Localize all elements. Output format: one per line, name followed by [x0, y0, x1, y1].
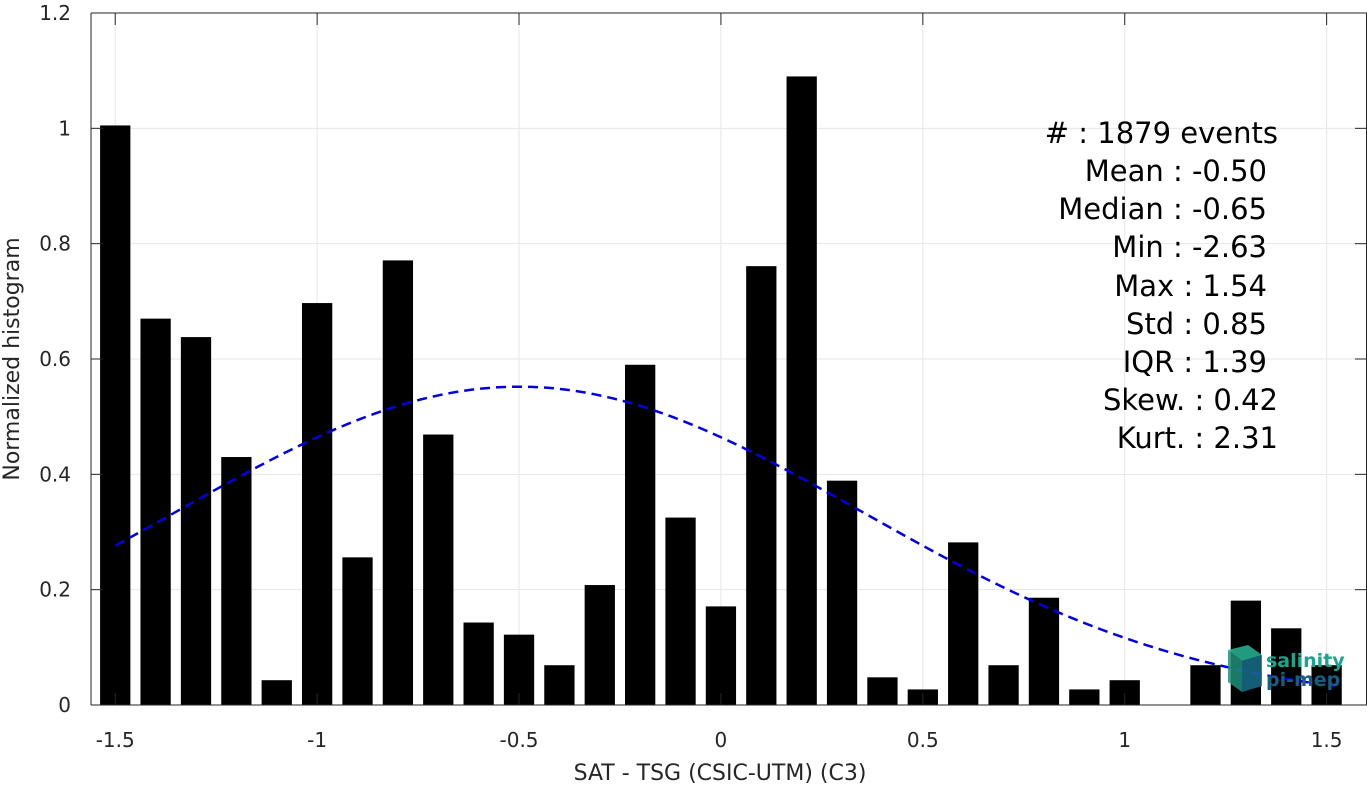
histogram-bar — [342, 557, 373, 705]
x-tick-label: 0 — [715, 728, 728, 752]
histogram-bar — [1190, 665, 1221, 705]
y-tick-label: 0.4 — [39, 462, 71, 486]
x-tick-label: 0.5 — [907, 728, 939, 752]
histogram-bar — [584, 585, 615, 705]
histogram-bar — [1069, 689, 1100, 705]
salinity-pi-mep-logo: salinity pi-mep — [1228, 645, 1345, 692]
x-tick-labels: -1.5 -1 -0.5 0 0.5 1 1.5 — [96, 728, 1343, 752]
stat-count: # : 1879 events — [1045, 116, 1278, 150]
gaussian-fit-curve — [114, 385, 1335, 688]
logo-text-salinity: salinity — [1266, 650, 1345, 672]
histogram-bar — [180, 337, 212, 705]
y-tick-label: 0.2 — [39, 578, 71, 602]
stat-iqr: IQR : 1.39 — [1123, 345, 1267, 379]
histogram-bar — [382, 260, 414, 705]
histogram-bars — [100, 76, 1342, 705]
histogram-bar — [1028, 597, 1060, 705]
histogram-bar — [665, 517, 696, 705]
histogram-bar — [100, 125, 131, 705]
histogram-bar — [746, 266, 777, 705]
x-tick-label: -0.5 — [500, 728, 539, 752]
histogram-bar — [786, 76, 817, 705]
logo-text-pi-mep: pi-mep — [1266, 669, 1340, 691]
stat-std: Std : 0.85 — [1126, 307, 1267, 341]
x-tick-label: 1.5 — [1311, 728, 1343, 752]
histogram-bar — [826, 480, 858, 705]
histogram-bar — [625, 364, 656, 705]
histogram-bar — [463, 622, 494, 705]
histogram-bar — [140, 318, 171, 705]
histogram-bar — [705, 606, 737, 705]
stat-kurt: Kurt. : 2.31 — [1117, 421, 1278, 455]
histogram-bar — [867, 677, 898, 705]
stat-max: Max : 1.54 — [1114, 269, 1267, 303]
stat-mean: Mean : -0.50 — [1085, 154, 1267, 188]
y-tick-label: 0.8 — [39, 232, 71, 256]
histogram-bar — [261, 680, 292, 705]
x-axis-title: SAT - TSG (CSIC-UTM) (C3) — [574, 761, 867, 785]
histogram-bar — [1271, 628, 1302, 705]
histogram-bar — [544, 665, 575, 705]
x-tick-label: -1 — [307, 728, 327, 752]
y-tick-label: 0.6 — [39, 347, 71, 371]
histogram-bar — [988, 665, 1019, 705]
y-tick-labels: 0 0.2 0.4 0.6 0.8 1 1.2 — [39, 1, 71, 717]
cube-icon — [1228, 645, 1262, 692]
histogram-bar — [301, 303, 333, 705]
y-tick-label: 0 — [58, 693, 71, 717]
stat-median: Median : -0.65 — [1058, 192, 1267, 226]
stat-skew: Skew. : 0.42 — [1103, 383, 1278, 417]
y-tick-label: 1 — [58, 116, 71, 140]
y-axis-title: Normalized histogram — [0, 237, 25, 480]
stat-min: Min : -2.63 — [1112, 230, 1267, 264]
histogram-bar — [423, 434, 454, 705]
x-tick-label: -1.5 — [96, 728, 135, 752]
statistics-box: # : 1879 events Mean : -0.50 Median : -0… — [1045, 116, 1278, 455]
histogram-bar — [221, 457, 252, 705]
y-tick-label: 1.2 — [39, 1, 71, 25]
x-tick-label: 1 — [1118, 728, 1131, 752]
histogram-bar — [948, 542, 979, 705]
